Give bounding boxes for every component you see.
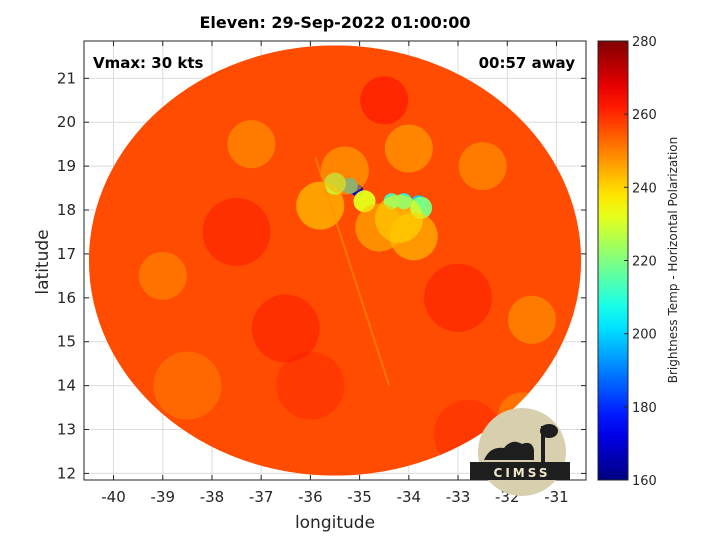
tb-feature [384,124,433,173]
tb-feature [424,263,493,332]
colorbar-tick-label: 220 [632,255,657,270]
axis-ticks: -40 -39 -38 -37 -36 -35 -34 -33 -32 -311213141516… [57,41,586,506]
x-tick-label: -38 [200,488,225,506]
x-tick-label: -39 [150,488,175,506]
logo-tower-icon [541,426,545,466]
y-tick-label: 12 [57,464,76,482]
tb-feature [360,76,409,125]
tb-feature [227,120,276,169]
x-tick-label: -37 [249,488,274,506]
features [138,76,556,468]
tb-feature [251,294,320,363]
x-tick-label: -36 [298,488,323,506]
logo-tank-icon [540,424,558,438]
tb-feature [320,146,369,195]
tb-feature [507,295,556,344]
colorbar-tick-label: 180 [632,401,657,416]
x-tick-label: -31 [544,488,569,506]
y-tick-label: 13 [57,421,76,439]
colorbar-tick-label: 280 [632,35,657,50]
x-tick-label: -33 [446,488,471,506]
tb-feature [153,351,222,420]
colorbar [597,40,629,481]
tb-feature [202,197,271,266]
colorbar-label: Brightness Temp - Horizontal Polarizatio… [666,137,680,384]
tb-feature [458,142,507,191]
y-tick-label: 19 [57,157,76,175]
y-axis-label: latitude [33,229,53,294]
y-tick-label: 21 [57,69,76,87]
tb-feature [138,251,187,300]
x-tick-label: -40 [101,488,126,506]
y-tick-label: 18 [57,201,76,219]
time-away-annotation: 00:57 away [479,54,576,72]
vmax-annotation: Vmax: 30 kts [93,54,203,72]
x-axis-label: longitude [295,513,375,533]
tb-feature [355,203,404,252]
plot-frame [83,40,587,481]
y-tick-label: 16 [57,289,76,307]
logo-dish-icon [484,441,534,460]
logo-text: CIMSS [494,466,551,480]
y-tick-label: 15 [57,333,76,351]
y-tick-label: 20 [57,113,76,131]
logo-banner [470,462,570,480]
colorbar-tick-label: 240 [632,181,657,196]
colorbar-tick-label: 200 [632,328,657,343]
tb-feature [296,181,345,230]
y-tick-label: 17 [57,245,76,263]
x-tick-label: -34 [397,488,422,506]
colorbar-tick-label: 260 [632,108,657,123]
y-tick-label: 14 [57,377,76,395]
colorbar-ticks: 160 180 200 220 240 260 280 [624,35,657,489]
swath-layer [88,45,582,476]
chart-title: Eleven: 29-Sep-2022 01:00:00 [200,13,471,32]
cimss-logo: CIMSS [470,408,570,496]
colorbar-tick-label: 160 [632,474,657,489]
x-tick-label: -35 [347,488,372,506]
scan-seam [314,157,391,386]
tb-feature [276,351,345,420]
